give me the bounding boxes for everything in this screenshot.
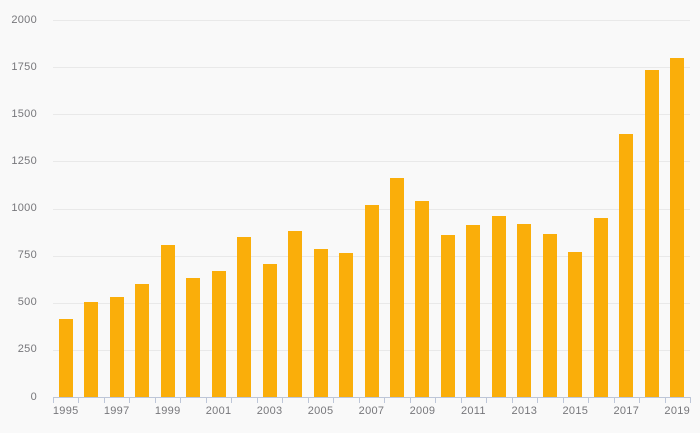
x-axis-tick [103, 397, 105, 403]
x-axis-tick [78, 397, 80, 403]
x-axis-tick [53, 397, 54, 403]
x-axis-label-2009: 2009 [409, 405, 436, 417]
x-axis-tick [664, 397, 666, 403]
y-axis-label-250: 250 [17, 343, 37, 356]
bar-2015[interactable] [568, 251, 583, 397]
x-axis-label-2015: 2015 [562, 405, 589, 417]
x-axis-label-2019: 2019 [664, 405, 691, 417]
gridline-2000 [53, 20, 690, 21]
x-axis-line [53, 397, 691, 398]
bar-2017[interactable] [619, 134, 634, 397]
y-axis-label-0: 0 [30, 390, 37, 403]
gridline-1750 [53, 67, 690, 69]
bar-1995[interactable] [58, 318, 73, 397]
x-axis-label-2007: 2007 [358, 405, 385, 417]
bar-1997[interactable] [109, 297, 124, 397]
y-axis-label-1500: 1500 [11, 107, 37, 120]
x-axis-tick [588, 397, 590, 403]
x-axis-tick [562, 397, 564, 403]
y-axis-label-750: 750 [17, 249, 37, 262]
x-axis-tick [154, 397, 156, 403]
bar-1999[interactable] [160, 245, 175, 397]
x-axis-label-2017: 2017 [613, 405, 640, 417]
x-axis-tick [639, 397, 641, 403]
gridline-1250 [53, 161, 690, 163]
x-axis-label-1999: 1999 [154, 405, 181, 417]
y-axis-label-500: 500 [17, 296, 37, 309]
y-axis-label-1750: 1750 [11, 60, 37, 73]
bar-2018[interactable] [644, 69, 659, 397]
x-axis-tick [384, 397, 386, 403]
bar-2014[interactable] [542, 233, 557, 397]
x-axis-tick [282, 397, 284, 403]
x-axis-tick [460, 397, 462, 403]
bar-1998[interactable] [135, 283, 150, 397]
x-axis-label-1995: 1995 [52, 405, 79, 417]
x-axis-tick [129, 397, 131, 403]
x-axis-tick [613, 397, 615, 403]
bar-2006[interactable] [339, 252, 354, 397]
bar-2009[interactable] [415, 200, 430, 397]
x-axis-tick [435, 397, 437, 403]
bar-2000[interactable] [186, 278, 201, 397]
gridline-1500 [53, 114, 690, 116]
x-axis-label-2003: 2003 [256, 405, 283, 417]
x-axis-tick [690, 397, 691, 403]
x-axis-tick [180, 397, 182, 403]
x-axis-tick [409, 397, 411, 403]
x-axis-label-1997: 1997 [103, 405, 130, 417]
x-axis-tick [205, 397, 207, 403]
bar-2007[interactable] [364, 204, 379, 397]
bar-2013[interactable] [517, 223, 532, 397]
bar-2016[interactable] [593, 217, 608, 397]
bar-2003[interactable] [262, 264, 277, 397]
y-axis-label-1250: 1250 [11, 154, 37, 167]
bar-2010[interactable] [440, 234, 455, 397]
x-axis-label-2013: 2013 [511, 405, 538, 417]
y-axis-label-1000: 1000 [11, 202, 37, 214]
bar-2004[interactable] [288, 231, 303, 397]
x-axis-tick [486, 397, 488, 403]
x-axis-tick [333, 397, 335, 403]
bar-1996[interactable] [84, 301, 99, 397]
x-axis-tick [256, 397, 258, 403]
x-axis-tick [537, 397, 539, 403]
y-axis-label-2000: 2000 [11, 13, 37, 26]
x-axis-tick [511, 397, 513, 403]
bar-2012[interactable] [491, 216, 506, 397]
bar-2005[interactable] [313, 249, 328, 397]
x-axis-tick [307, 397, 309, 403]
x-axis-tick [358, 397, 360, 403]
bar-2011[interactable] [466, 224, 481, 397]
x-axis-label-2011: 2011 [460, 405, 486, 417]
x-axis-label-2001: 2001 [205, 405, 232, 417]
bar-2008[interactable] [389, 178, 404, 397]
bar-2019[interactable] [670, 57, 685, 397]
x-axis-label-2005: 2005 [307, 405, 334, 417]
x-axis-tick [231, 397, 233, 403]
plot-area [53, 20, 690, 397]
bar-2002[interactable] [237, 236, 252, 397]
bar-2001[interactable] [211, 270, 226, 397]
